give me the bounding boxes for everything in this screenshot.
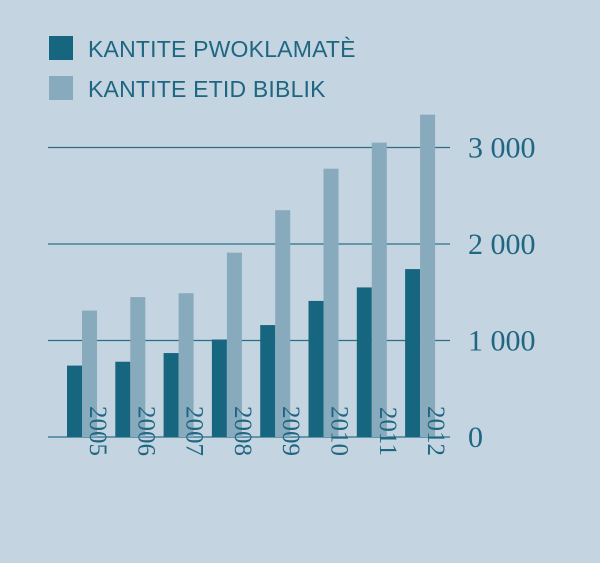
legend-swatch-series-1 — [49, 76, 73, 100]
legend: KANTITE PWOKLAMATÈ KANTITE ETID BIBLIK — [49, 36, 356, 102]
bars — [67, 114, 436, 438]
legend-label-series-0: KANTITE PWOKLAMATÈ — [88, 36, 356, 62]
x-tick-label: 2005 — [84, 406, 111, 456]
y-tick-label: 1 000 — [468, 325, 536, 358]
x-tick-label: 2010 — [326, 406, 353, 456]
bar-pwoklamate — [211, 339, 227, 437]
x-tick-label: 2011 — [374, 407, 401, 456]
y-tick-label: 0 — [468, 421, 483, 454]
bar-etid-biblik — [323, 168, 339, 438]
bar-pwoklamate — [115, 361, 131, 437]
bar-pwoklamate — [67, 365, 82, 437]
bar-etid-biblik — [130, 297, 146, 437]
y-tick-label: 3 000 — [468, 132, 536, 165]
bar-pwoklamate — [405, 269, 421, 437]
bar-etid-biblik — [82, 310, 97, 437]
legend-label-series-1: KANTITE ETID BIBLIK — [88, 76, 326, 102]
x-tick-label: 2007 — [181, 406, 208, 456]
y-axis-ticks: 0 1 000 2 000 3 000 — [468, 132, 536, 455]
gridlines — [48, 146, 450, 438]
y-tick-label: 2 000 — [468, 228, 536, 261]
bar-etid-biblik — [275, 210, 291, 437]
x-tick-label: 2012 — [422, 406, 449, 456]
bar-pwoklamate — [308, 300, 324, 437]
bar-pwoklamate — [260, 325, 276, 437]
bar-etid-biblik — [420, 114, 436, 437]
bar-pwoklamate — [356, 287, 372, 437]
x-tick-label: 2006 — [132, 406, 159, 456]
bar-pwoklamate — [163, 353, 179, 437]
bar-etid-biblik — [226, 252, 242, 437]
bar-etid-biblik — [178, 293, 194, 437]
x-axis-ticks: 2005 2006 2007 2008 2009 2010 2011 2012 — [84, 406, 449, 456]
x-tick-label: 2008 — [229, 406, 256, 456]
bar-etid-biblik — [371, 142, 387, 438]
legend-swatch-series-0 — [49, 36, 73, 60]
x-tick-label: 2009 — [277, 406, 304, 456]
